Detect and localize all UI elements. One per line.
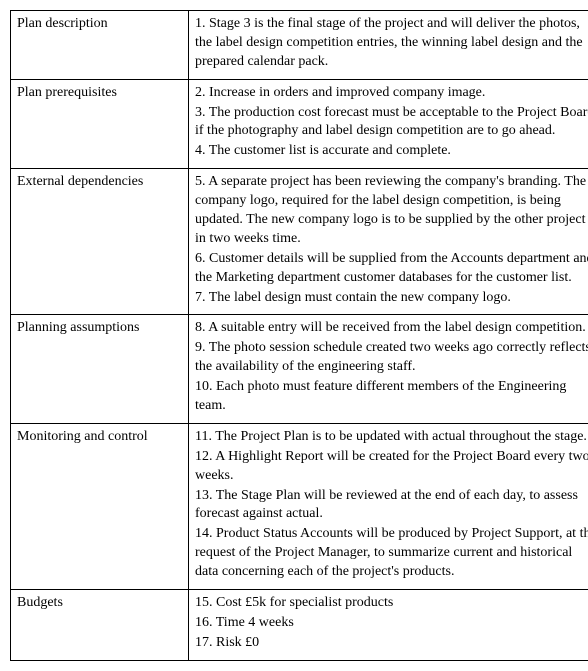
list-item: 15. Cost £5k for specialist products xyxy=(195,594,588,613)
row-label: Planning assumptions xyxy=(11,315,189,423)
row-content: 1. Stage 3 is the final stage of the pro… xyxy=(189,11,588,80)
list-item: 17. Risk £0 xyxy=(195,634,588,653)
list-item: 16. Time 4 weeks xyxy=(195,614,588,633)
row-content: 11. The Project Plan is to be updated wi… xyxy=(189,423,588,589)
table-row: Planning assumptions 8. A suitable entry… xyxy=(11,315,588,423)
table-row: External dependencies 5. A separate proj… xyxy=(11,169,588,315)
list-item: 12. A Highlight Report will be created f… xyxy=(195,448,588,486)
table-row: Plan description 1. Stage 3 is the final… xyxy=(11,11,588,80)
list-item: 13. The Stage Plan will be reviewed at t… xyxy=(195,487,588,525)
plan-table: Plan description 1. Stage 3 is the final… xyxy=(10,10,588,661)
list-item: 2. Increase in orders and improved compa… xyxy=(195,84,588,103)
row-label: Plan description xyxy=(11,11,189,80)
row-label: Budgets xyxy=(11,590,189,661)
row-label: Plan prerequisites xyxy=(11,79,189,169)
row-label: External dependencies xyxy=(11,169,189,315)
row-content: 15. Cost £5k for specialist products 16.… xyxy=(189,590,588,661)
list-item: 8. A suitable entry will be received fro… xyxy=(195,319,588,338)
list-item: 10. Each photo must feature different me… xyxy=(195,378,588,416)
list-item: 9. The photo session schedule created tw… xyxy=(195,339,588,377)
row-content: 8. A suitable entry will be received fro… xyxy=(189,315,588,423)
list-item: 1. Stage 3 is the final stage of the pro… xyxy=(195,15,588,72)
plan-table-body: Plan description 1. Stage 3 is the final… xyxy=(11,11,588,661)
list-item: 14. Product Status Accounts will be prod… xyxy=(195,525,588,582)
table-row: Monitoring and control 11. The Project P… xyxy=(11,423,588,589)
row-content: 5. A separate project has been reviewing… xyxy=(189,169,588,315)
list-item: 6. Customer details will be supplied fro… xyxy=(195,250,588,288)
list-item: 3. The production cost forecast must be … xyxy=(195,104,588,142)
list-item: 7. The label design must contain the new… xyxy=(195,289,588,308)
list-item: 4. The customer list is accurate and com… xyxy=(195,142,588,161)
list-item: 11. The Project Plan is to be updated wi… xyxy=(195,428,588,447)
row-content: 2. Increase in orders and improved compa… xyxy=(189,79,588,169)
row-label: Monitoring and control xyxy=(11,423,189,589)
table-row: Budgets 15. Cost £5k for specialist prod… xyxy=(11,590,588,661)
table-row: Plan prerequisites 2. Increase in orders… xyxy=(11,79,588,169)
list-item: 5. A separate project has been reviewing… xyxy=(195,173,588,249)
